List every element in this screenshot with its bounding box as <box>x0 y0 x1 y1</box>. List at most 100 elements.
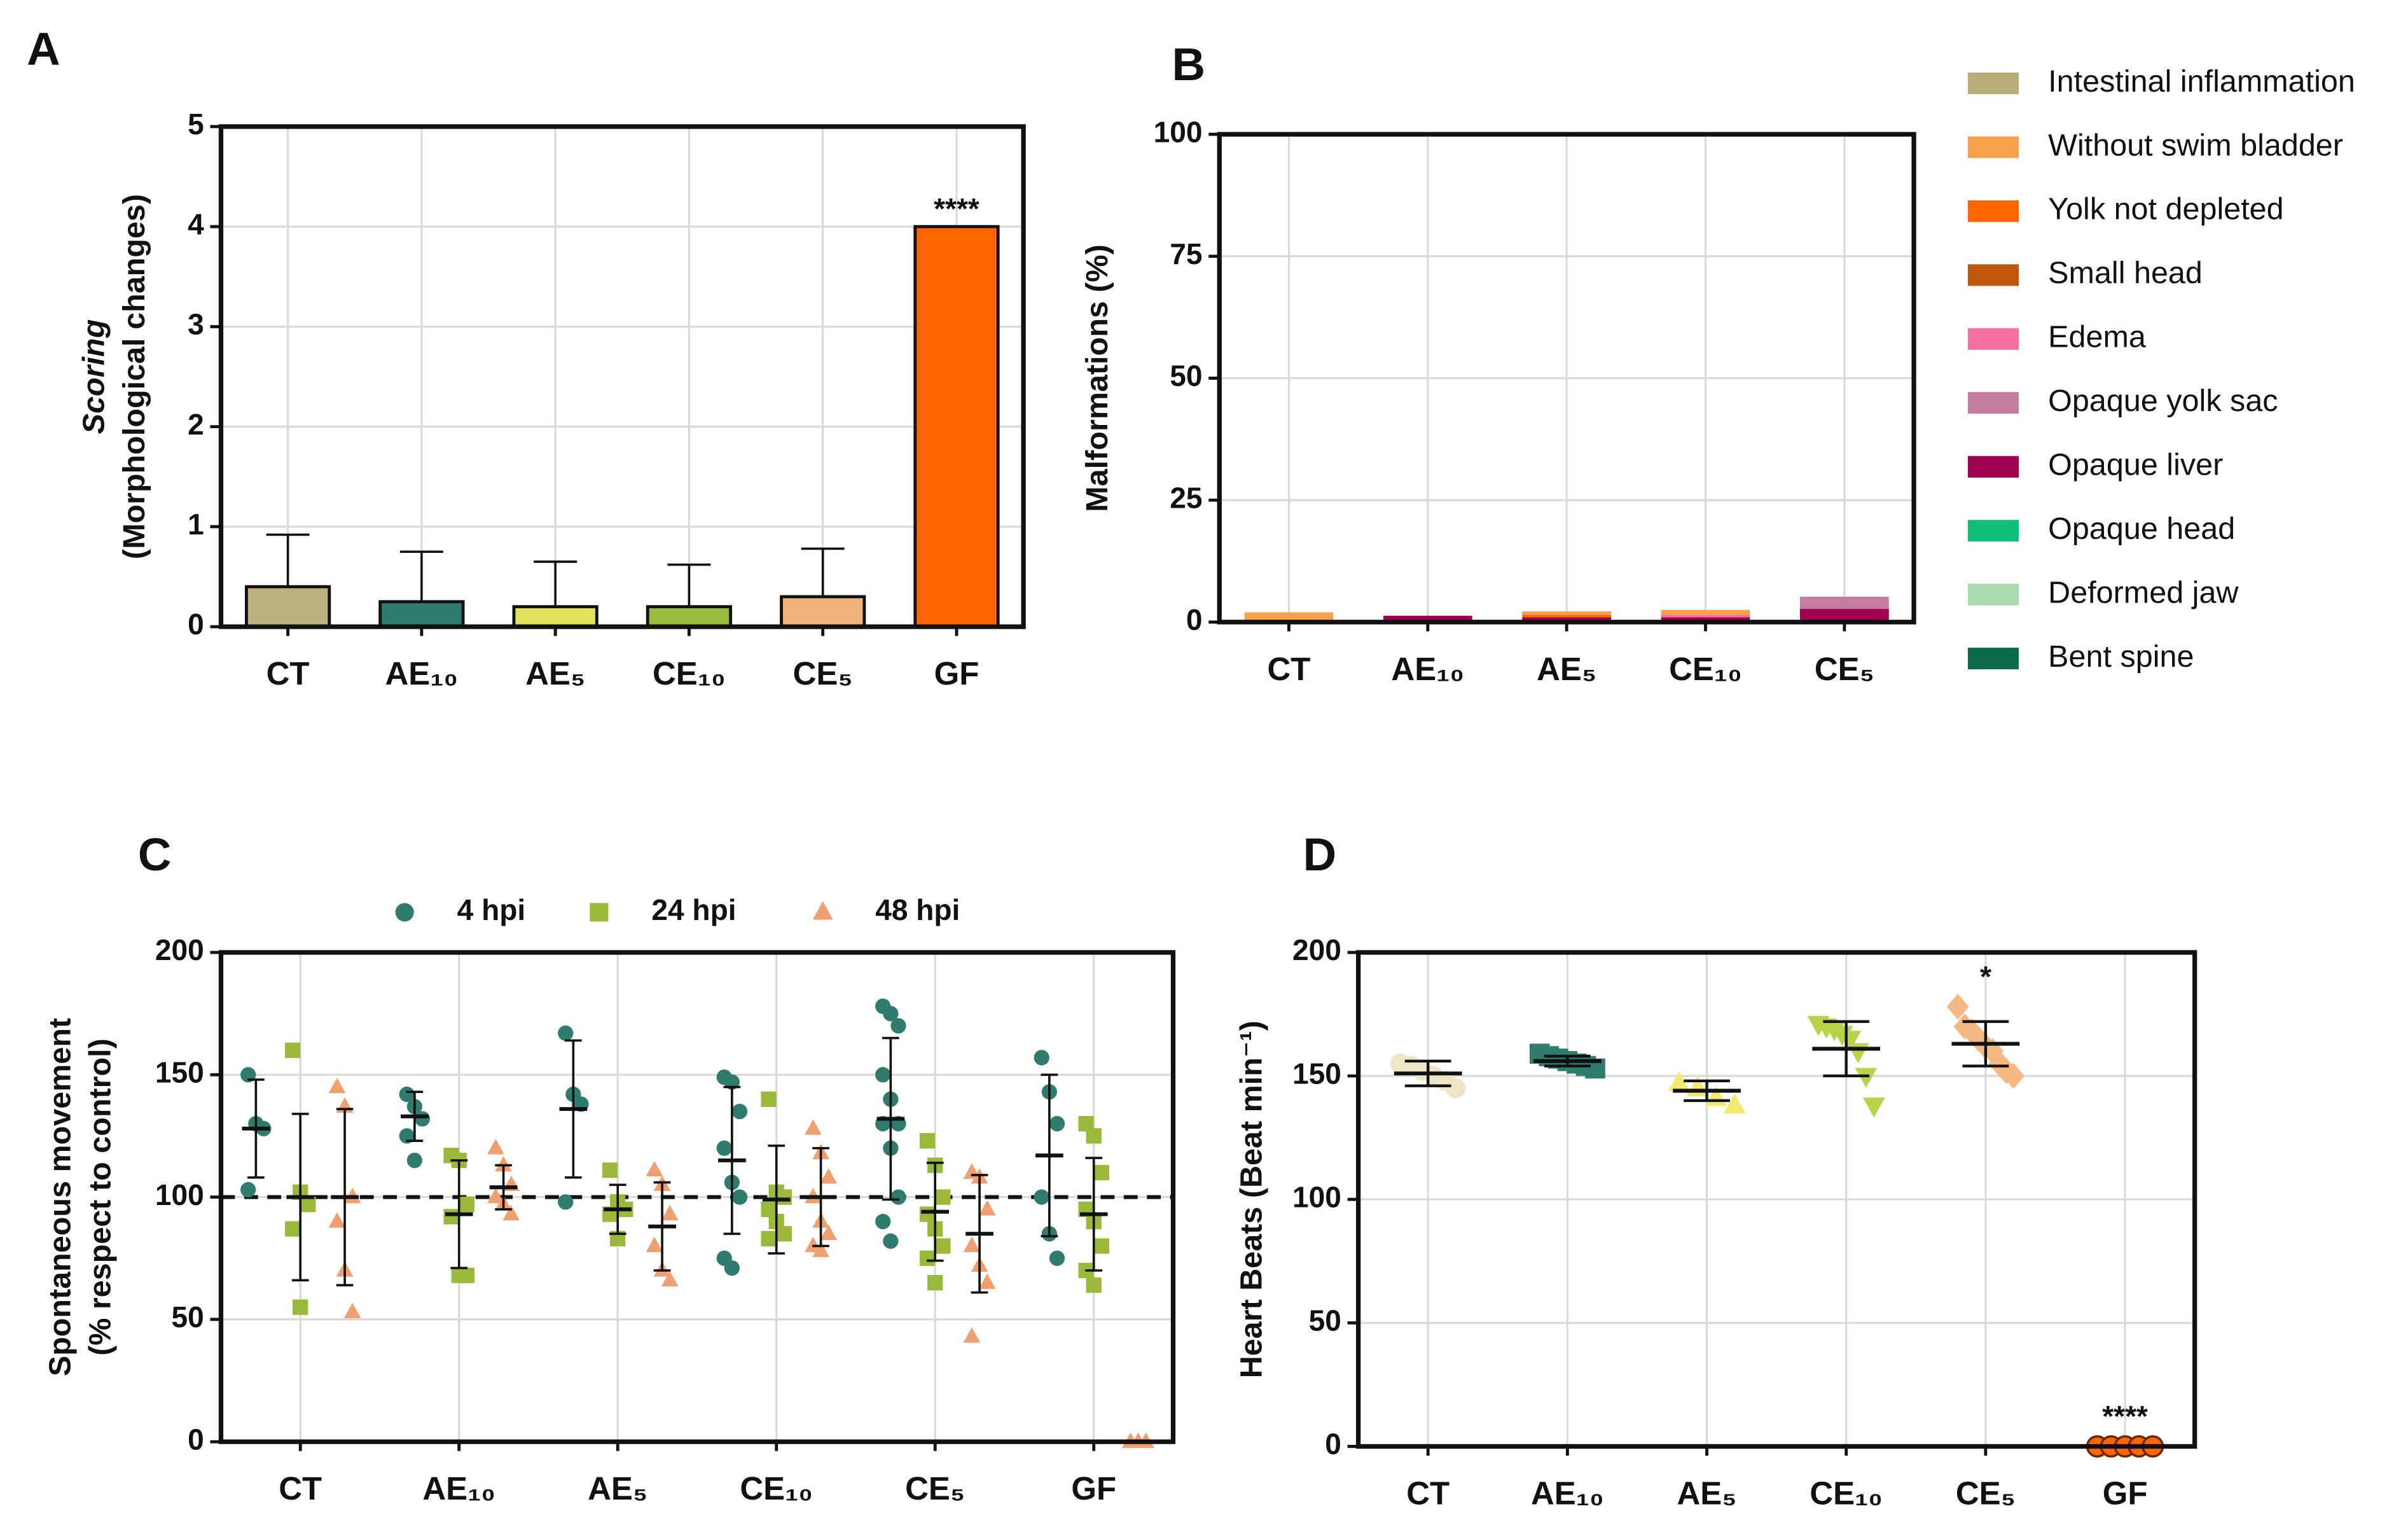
data-point <box>1034 1189 1049 1205</box>
legend-swatch <box>1968 583 2019 606</box>
y-axis-label: Heart Beats (Beat min⁻¹) <box>1234 1020 1268 1378</box>
data-point <box>487 1188 504 1204</box>
x-tick-label: AE₁₀ <box>422 1470 495 1507</box>
legend-label: Opaque yolk sac <box>2048 384 2278 418</box>
y-tick-label: 100 <box>1154 115 1203 148</box>
x-tick-label: AE₁₀ <box>1391 651 1464 687</box>
plot-frame <box>218 124 1026 629</box>
bar-segment <box>1522 615 1612 618</box>
y-tick-label: 0 <box>1186 603 1203 636</box>
y-tick-label: 50 <box>172 1300 204 1334</box>
y-axis-label: Spontaneous movement <box>43 1018 77 1376</box>
y-tick-label: 0 <box>188 608 204 641</box>
panel-letter: C <box>138 829 172 881</box>
legend-label: 4 hpi <box>457 893 526 926</box>
legend-label: Without swim bladder <box>2048 128 2343 162</box>
bar-segment <box>1661 609 1750 615</box>
data-point <box>1049 1116 1065 1132</box>
legend-swatch <box>1968 200 2019 222</box>
x-tick-label: CT <box>1267 651 1310 687</box>
plot-frame <box>1355 950 2197 1449</box>
x-tick-label: CE₅ <box>1815 651 1874 687</box>
bar <box>646 605 733 629</box>
y-axis-label: (% respect to control) <box>83 1038 117 1356</box>
x-tick-label: CE₅ <box>1956 1475 2016 1512</box>
x-tick-label: CT <box>266 655 310 692</box>
data-point <box>395 903 414 922</box>
x-tick-label: GF <box>2103 1475 2148 1512</box>
significance-label: * <box>1980 960 1991 993</box>
data-point <box>459 1267 474 1283</box>
data-point <box>820 1224 838 1240</box>
x-tick-label: GF <box>1071 1470 1116 1507</box>
data-point <box>1049 1250 1065 1266</box>
y-tick-label: 200 <box>155 933 204 966</box>
legend-label: Deformed jaw <box>2048 575 2239 609</box>
data-point <box>1686 1076 1709 1097</box>
bar-segment <box>1661 617 1750 622</box>
data-point <box>414 1111 431 1127</box>
data-point <box>602 1162 618 1178</box>
data-point <box>459 1196 474 1213</box>
y-tick-label: 50 <box>1309 1304 1341 1337</box>
data-point <box>716 1140 732 1156</box>
data-point <box>1086 1277 1102 1293</box>
plot-frame <box>1217 132 1916 625</box>
legend-swatch <box>1968 73 2019 95</box>
y-tick-label: 2 <box>188 408 204 441</box>
x-tick-label: CE₁₀ <box>740 1470 813 1507</box>
bar-segment <box>1800 609 1889 622</box>
legend-swatch <box>1968 264 2019 286</box>
legend-label: Opaque liver <box>2048 448 2223 482</box>
data-point <box>1863 1097 1885 1118</box>
y-tick-label: 50 <box>1170 359 1202 393</box>
legend-label: Edema <box>2048 320 2146 354</box>
bar <box>244 585 331 629</box>
x-tick-label: AE₁₀ <box>385 655 458 692</box>
bar-segment <box>1244 612 1334 622</box>
significance-label: **** <box>934 192 979 225</box>
data-point <box>875 1067 891 1083</box>
plot-frame <box>218 950 1176 1444</box>
y-axis-label: (Morphological changes) <box>117 194 151 559</box>
bar <box>913 225 1000 629</box>
data-point <box>240 1181 256 1198</box>
x-tick-label: AE₅ <box>1677 1475 1737 1512</box>
legend-swatch <box>1968 136 2019 158</box>
data-point <box>919 1206 936 1222</box>
legend-label: 48 hpi <box>875 893 960 926</box>
data-point <box>812 901 833 920</box>
x-tick-label: CE₅ <box>905 1470 965 1507</box>
data-point <box>1086 1128 1102 1144</box>
data-point <box>646 1160 663 1176</box>
data-point <box>919 1250 936 1266</box>
data-point <box>399 1086 415 1103</box>
y-tick-label: 150 <box>155 1055 204 1089</box>
data-point <box>328 1077 346 1094</box>
data-point <box>935 1238 951 1254</box>
data-point <box>805 1119 822 1135</box>
data-point <box>927 1275 943 1291</box>
data-point <box>731 1103 748 1120</box>
data-point <box>443 1209 459 1225</box>
data-point <box>284 1221 301 1237</box>
data-point <box>919 1132 936 1149</box>
bar-segment <box>1383 615 1472 622</box>
y-tick-label: 5 <box>188 108 204 141</box>
data-point <box>761 1091 777 1107</box>
data-point <box>978 1200 996 1216</box>
data-point <box>1668 1071 1691 1092</box>
y-tick-label: 1 <box>188 508 204 541</box>
data-point <box>890 1018 906 1034</box>
data-point <box>590 903 609 922</box>
bar <box>512 605 599 629</box>
y-tick-label: 3 <box>188 308 204 341</box>
panel-letter: D <box>1303 829 1337 881</box>
x-tick-label: CE₅ <box>793 655 853 692</box>
legend-label: Bent spine <box>2048 639 2194 674</box>
data-point <box>875 1213 891 1230</box>
x-tick-label: CT <box>279 1470 322 1507</box>
data-point <box>328 1212 346 1228</box>
significance-label: **** <box>2102 1400 2148 1433</box>
data-point <box>890 1189 906 1205</box>
